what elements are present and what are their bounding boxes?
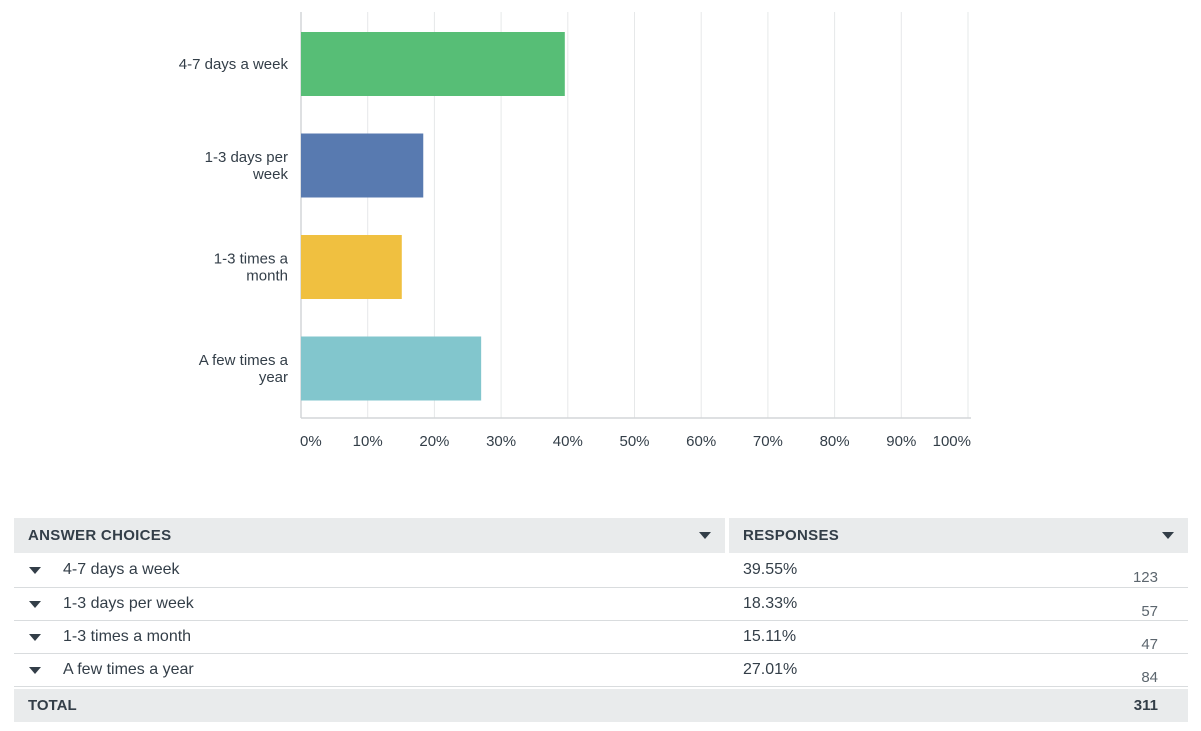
response-percent: 39.55% [743, 561, 798, 578]
response-percent: 18.33% [743, 595, 798, 612]
x-tick-label: 20% [419, 433, 449, 450]
answer-choice-label: 4-7 days a week [63, 561, 180, 578]
bar[interactable] [301, 133, 424, 198]
x-tick-label: 70% [753, 433, 783, 450]
answer-choice-cell: 1-3 times a month [14, 628, 729, 646]
responses-table: ANSWER CHOICES RESPONSES 4-7 days a week… [14, 518, 1188, 722]
expand-arrow-icon[interactable] [29, 566, 41, 574]
sort-arrow-icon[interactable] [1162, 532, 1174, 539]
answer-choices-header-label: ANSWER CHOICES [28, 527, 172, 544]
response-cell: 27.01% 84 [729, 661, 1188, 686]
table-row: 1-3 times a month 15.11% 47 [14, 621, 1188, 654]
bar[interactable] [301, 336, 482, 401]
total-label: TOTAL [28, 697, 77, 714]
category-label: 4-7 days a week [179, 56, 289, 73]
response-percent: 27.01% [743, 661, 798, 678]
x-tick-label: 100% [933, 433, 971, 450]
category-label: 1-3 days per [205, 149, 288, 166]
response-cell: 39.55% 123 [729, 561, 1188, 586]
answer-choice-cell: A few times a year [14, 661, 729, 679]
response-cell: 18.33% 57 [729, 595, 1188, 620]
total-row: TOTAL 311 [14, 689, 1188, 722]
table-row: 4-7 days a week 39.55% 123 [14, 553, 1188, 588]
response-count: 47 [1141, 636, 1158, 653]
expand-arrow-icon[interactable] [29, 600, 41, 608]
answer-choice-label: 1-3 times a month [63, 628, 192, 645]
category-label: month [246, 268, 288, 285]
category-label: week [252, 166, 289, 183]
response-count: 123 [1132, 569, 1158, 586]
answer-choice-label: A few times a year [63, 661, 194, 678]
category-label: year [259, 369, 288, 386]
category-label: 1-3 times a [214, 251, 289, 268]
table-body: 4-7 days a week 39.55% 123 1-3 days per wee… [14, 553, 1188, 687]
expand-arrow-icon[interactable] [29, 633, 41, 641]
category-label: A few times a [199, 352, 289, 369]
x-tick-label: 0% [300, 433, 322, 450]
table-header: ANSWER CHOICES RESPONSES [14, 518, 1188, 553]
responses-header-label: RESPONSES [743, 527, 840, 544]
answer-choice-cell: 1-3 days per week [14, 595, 729, 613]
response-cell: 15.11% 47 [729, 628, 1188, 653]
response-count: 57 [1141, 603, 1158, 620]
x-tick-label: 80% [820, 433, 850, 450]
response-count: 84 [1141, 669, 1158, 686]
total-value: 311 [1133, 697, 1158, 714]
x-tick-label: 90% [886, 433, 916, 450]
bar-chart: 0% 10% 20% 30% 40% 50% 60% 70% 80% 90% 100% 4-7 day… [179, 12, 971, 450]
x-tick-label: 30% [486, 433, 516, 450]
x-tick-label: 50% [619, 433, 649, 450]
bar[interactable] [301, 235, 402, 299]
answer-choice-cell: 4-7 days a week [14, 561, 729, 579]
x-tick-label: 60% [686, 433, 716, 450]
table-row: A few times a year 27.01% 84 [14, 654, 1188, 687]
x-tick-label: 10% [353, 433, 383, 450]
sort-arrow-icon[interactable] [699, 532, 711, 539]
responses-header[interactable]: RESPONSES [729, 518, 1188, 553]
answer-choice-label: 1-3 days per week [63, 595, 194, 612]
bar[interactable] [301, 32, 565, 96]
response-percent: 15.11% [743, 628, 797, 645]
x-tick-label: 40% [553, 433, 583, 450]
answer-choices-header[interactable]: ANSWER CHOICES [14, 518, 725, 553]
table-row: 1-3 days per week 18.33% 57 [14, 588, 1188, 621]
expand-arrow-icon[interactable] [29, 666, 41, 674]
